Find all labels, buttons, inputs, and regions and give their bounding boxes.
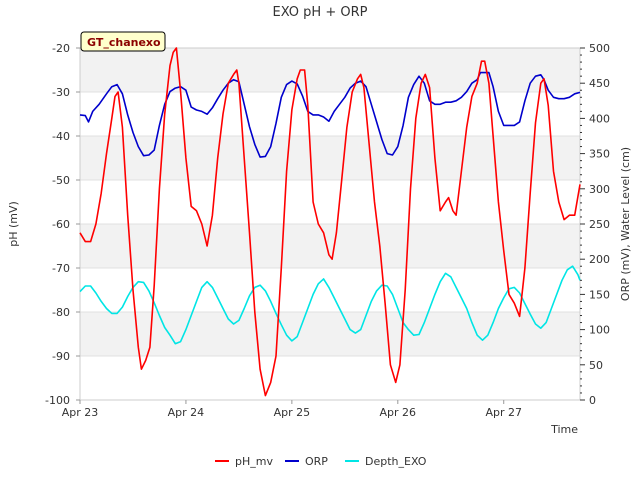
- legend-item-depth-exo: Depth_EXO: [345, 455, 427, 468]
- x-tick-label: Apr 27: [485, 406, 522, 419]
- y-right-tick-label: 300: [589, 183, 610, 196]
- grid-band: [80, 312, 580, 356]
- legend-label: pH_mv: [235, 455, 273, 468]
- y-right-tick-label: 500: [589, 42, 610, 55]
- y-right-tick-label: 0: [589, 394, 596, 407]
- y-axis-right: 0 50 100 150 200 250 300 350 400 450 500: [580, 42, 610, 407]
- y-right-tick-label: 150: [589, 288, 610, 301]
- y-left-tick-label: -100: [45, 394, 70, 407]
- y-right-tick-label: 450: [589, 77, 610, 90]
- grid-band: [80, 356, 580, 400]
- x-tick-label: Apr 25: [274, 406, 311, 419]
- y-left-tick-label: -70: [52, 262, 70, 275]
- y-axis-left-title: pH (mV): [7, 201, 20, 247]
- y-right-tick-label: 400: [589, 112, 610, 125]
- grid-band: [80, 180, 580, 224]
- legend-label: ORP: [305, 455, 328, 468]
- chart-title: EXO pH + ORP: [273, 5, 368, 20]
- station-badge-label: GT_chanexo: [87, 36, 161, 49]
- y-right-tick-label: 100: [589, 324, 610, 337]
- x-tick-label: Apr 26: [380, 406, 417, 419]
- y-left-tick-label: -30: [52, 86, 70, 99]
- legend-label: Depth_EXO: [365, 455, 427, 468]
- grid-band: [80, 48, 580, 92]
- grid-band: [80, 92, 580, 136]
- station-badge: GT_chanexo: [80, 31, 166, 52]
- y-right-tick-label: 250: [589, 218, 610, 231]
- y-axis-right-title: ORP (mV), Water Level (cm): [619, 147, 632, 301]
- legend-item-ph-mv: pH_mv: [215, 455, 273, 468]
- y-right-tick-label: 350: [589, 148, 610, 161]
- legend-item-orp: ORP: [285, 455, 328, 468]
- y-left-tick-label: -80: [52, 306, 70, 319]
- y-left-tick-label: -60: [52, 218, 70, 231]
- series-layer: [79, 47, 581, 397]
- y-left-tick-label: -20: [52, 42, 70, 55]
- series-line-ph-mv: [79, 47, 581, 397]
- y-left-tick-label: -50: [52, 174, 70, 187]
- grid-bands: [80, 48, 580, 401]
- series-line-orp: [79, 71, 581, 158]
- x-tick-label: Apr 24: [168, 406, 205, 419]
- y-right-tick-label: 50: [589, 359, 603, 372]
- x-tick-label: Apr 23: [62, 406, 99, 419]
- x-axis-title: Time: [550, 423, 578, 436]
- grid-band: [80, 224, 580, 268]
- series-line-depth-exo: [79, 265, 581, 345]
- x-axis: Apr 23 Apr 24 Apr 25 Apr 26 Apr 27: [62, 400, 522, 419]
- y-left-tick-label: -40: [52, 130, 70, 143]
- y-left-tick-label: -90: [52, 350, 70, 363]
- legend: pH_mv ORP Depth_EXO: [215, 455, 427, 468]
- y-right-tick-label: 200: [589, 253, 610, 266]
- y-axis-left: -100 -90 -80 -70 -60 -50 -40 -30 -20: [45, 42, 80, 407]
